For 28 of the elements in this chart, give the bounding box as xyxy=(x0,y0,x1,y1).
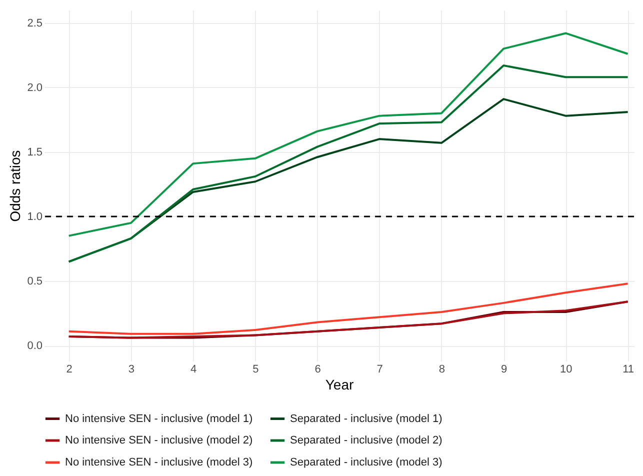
legend-label: Separated - inclusive (model 2) xyxy=(290,434,442,446)
x-tick-label: 10 xyxy=(560,364,572,376)
x-tick-label: 6 xyxy=(314,364,321,376)
y-tick-label: 2.0 xyxy=(27,82,42,94)
legend-label: Separated - inclusive (model 1) xyxy=(290,412,442,425)
legend-label: No intensive SEN - inclusive (model 1) xyxy=(65,412,253,425)
line-series xyxy=(68,300,629,339)
y-tick-label: 1.5 xyxy=(27,146,42,158)
x-tick-label: 9 xyxy=(501,364,508,376)
y-tick-label: 1.0 xyxy=(27,210,42,223)
legend-label: Separated - inclusive (model 3) xyxy=(290,456,442,468)
legend-label: No intensive SEN - inclusive (model 3) xyxy=(65,456,253,468)
line-series xyxy=(68,32,629,237)
x-tick-label: 5 xyxy=(252,364,259,376)
y-tick-label: 2.5 xyxy=(27,17,42,30)
x-tick-label: 4 xyxy=(190,364,197,376)
x-tick-label: 11 xyxy=(622,364,634,376)
y-axis-title: Odds ratios xyxy=(7,150,24,222)
x-tick-label: 8 xyxy=(438,364,446,376)
x-tick-label: 7 xyxy=(376,364,383,376)
x-axis-title: Year xyxy=(325,376,354,392)
legend-label: No intensive SEN - inclusive (model 2) xyxy=(65,434,253,446)
x-tick-label: 3 xyxy=(128,364,135,376)
y-tick-label: 0.5 xyxy=(27,275,42,288)
x-tick-label: 2 xyxy=(66,364,72,376)
line-series xyxy=(68,282,629,335)
line-series xyxy=(68,64,629,263)
y-tick-label: 0.0 xyxy=(27,340,42,352)
